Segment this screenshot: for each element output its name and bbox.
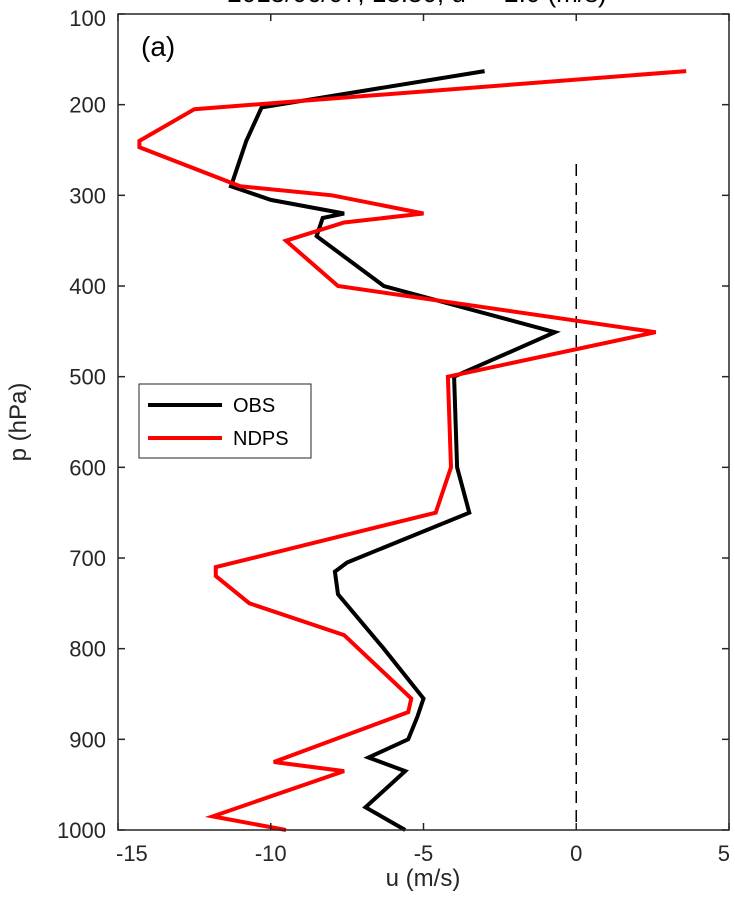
x-tick-label: 5 (718, 841, 730, 866)
legend-entry-ndps: NDPS (233, 428, 289, 450)
y-tick-label: 700 (69, 546, 106, 571)
x-tick-label: -5 (414, 841, 434, 866)
y-tick-label: 800 (69, 637, 106, 662)
x-tick-label: 0 (570, 841, 582, 866)
y-tick-label: 400 (69, 274, 106, 299)
x-tick-label: -15 (116, 841, 148, 866)
legend-entry-obs: OBS (233, 395, 275, 417)
y-axis: 100 200 300 400 500 600 700 800 900 1000 (57, 6, 729, 843)
chart-title: 2015/06/07, 13:50, u = -2.0 (m/s) (227, 0, 606, 8)
y-tick-label: 500 (69, 365, 106, 390)
series-line-obs (228, 69, 561, 832)
x-axis: -15 -10 -5 0 5 (116, 14, 730, 866)
x-tick-label: -10 (255, 841, 287, 866)
x-axis-label: u (m/s) (386, 865, 461, 892)
legend: OBS NDPS (138, 383, 312, 459)
legend-box (138, 383, 312, 459)
y-tick-label: 1000 (57, 818, 106, 843)
y-tick-label: 300 (69, 183, 106, 208)
series-layer (137, 69, 687, 832)
y-tick-label: 600 (69, 455, 106, 480)
panel-label: (a) (141, 31, 175, 62)
y-tick-label: 200 (69, 93, 106, 118)
y-tick-label: 100 (69, 6, 106, 31)
series-line-ndps (137, 69, 687, 832)
y-axis-label: p (hPa) (5, 383, 32, 462)
y-tick-label: 900 (69, 727, 106, 752)
